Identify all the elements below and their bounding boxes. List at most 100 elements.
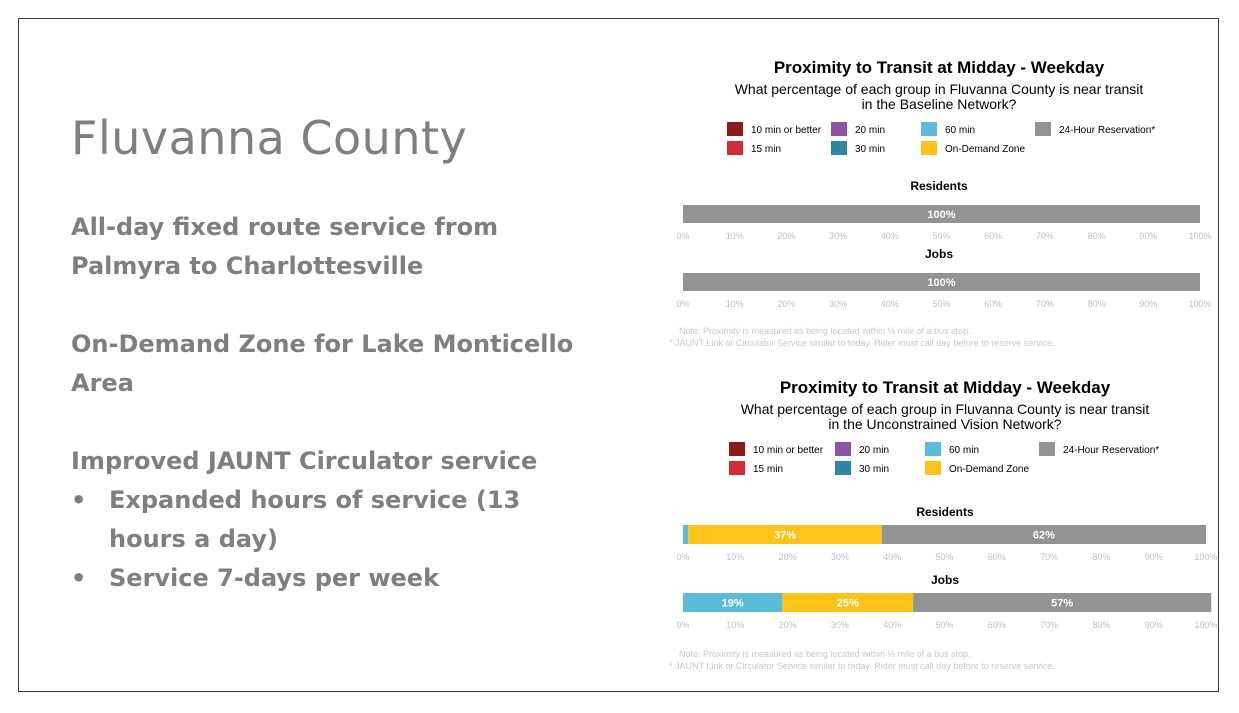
chart1-jobs-tick-label: 70% xyxy=(1036,299,1054,309)
chart2-subtitle-line-1: What percentage of each group in Fluvann… xyxy=(741,401,1150,417)
chart1-legend-swatch-10-min-or-better xyxy=(727,122,743,136)
chart2-jobs-bar-on-demand-zone xyxy=(782,593,914,612)
chart1-residents-tick-label: 100% xyxy=(1188,231,1211,241)
chart1-legend-label-60-min: 60 min xyxy=(945,125,975,136)
baseline-chart-svg: Proximity to Transit at Midday - Weekday… xyxy=(669,58,1212,348)
chart2-jobs-data-label-on-demand-zone: 25% xyxy=(837,598,859,610)
chart1-legend-swatch-24-hour-reservation xyxy=(1035,122,1051,136)
bullet-hours-line-1: Expanded hours of service (13 xyxy=(109,486,521,515)
chart1-residents-bar-24-hour-reservation xyxy=(683,205,1200,223)
chart1-residents-tick-label: 80% xyxy=(1088,231,1106,241)
bullet-days-line-1: Service 7-days per week xyxy=(109,564,440,593)
chart2-legend-label-10-min-or-better: 10 min or better xyxy=(753,445,824,456)
chart2-legend-swatch-24-hour-reservation xyxy=(1039,442,1055,456)
chart1-residents-tick-label: 50% xyxy=(932,231,950,241)
chart2-jobs-tick-label: 100% xyxy=(1194,620,1217,630)
chart1-residents-data-label-24-hour-reservation: 100% xyxy=(927,209,955,221)
vision-chart-svg: Proximity to Transit at Midday - Weekday… xyxy=(669,378,1218,671)
chart2-legend-label-30-min: 30 min xyxy=(859,464,889,475)
bullet-glyph: • xyxy=(71,486,87,515)
on-demand-line-2: Area xyxy=(71,369,134,398)
chart1-note-1: Note: Proximity is measured as being loc… xyxy=(679,326,971,336)
chart2-legend-swatch-15-min xyxy=(729,461,745,475)
chart1-residents-tick-label: 30% xyxy=(829,231,847,241)
chart1-title: Proximity to Transit at Midday - Weekday xyxy=(774,58,1105,77)
chart2-residents-tick-label: 10% xyxy=(726,552,744,562)
chart1-residents-tick-label: 70% xyxy=(1036,231,1054,241)
chart2-legend-swatch-60-min xyxy=(925,442,941,456)
chart2-jobs-tick-label: 40% xyxy=(883,620,901,630)
chart2-residents-tick-label: 40% xyxy=(883,552,901,562)
chart2-jobs-tick-label: 50% xyxy=(935,620,953,630)
chart2-group-label-jobs: Jobs xyxy=(931,573,959,587)
chart2-jobs-tick-label: 80% xyxy=(1092,620,1110,630)
chart2-legend-swatch-20-min xyxy=(835,442,851,456)
chart2-note-2: * JAUNT Link or Circulator Service simil… xyxy=(669,661,1055,671)
chart2-legend-label-20-min: 20 min xyxy=(859,445,889,456)
chart2-residents-tick-label: 70% xyxy=(1040,552,1058,562)
slide-text-panel: Fluvanna County All-day fixed route serv… xyxy=(71,111,611,598)
chart1-jobs-tick-label: 80% xyxy=(1088,299,1106,309)
on-demand-paragraph: On-Demand Zone for Lake Monticello Area xyxy=(71,325,611,403)
chart2-jobs-tick-label: 30% xyxy=(831,620,849,630)
chart1-subtitle-line-2: in the Baseline Network? xyxy=(862,96,1017,112)
bullet-list: • Expanded hours of service (13 hours a … xyxy=(71,481,611,598)
chart2-residents-tick-label: 100% xyxy=(1194,552,1217,562)
chart1-residents-tick-label: 0% xyxy=(676,231,689,241)
chart1-jobs-tick-label: 100% xyxy=(1188,299,1211,309)
chart2-jobs-data-label-24-hour-reservation: 57% xyxy=(1051,598,1073,610)
chart2-legend-label-60-min: 60 min xyxy=(949,445,979,456)
chart1-subtitle-line-1: What percentage of each group in Fluvann… xyxy=(735,81,1144,97)
slide-title: Fluvanna County xyxy=(71,111,468,165)
chart2-residents-tick-label: 30% xyxy=(831,552,849,562)
chart1-jobs-tick-label: 0% xyxy=(676,299,689,309)
chart1-legend-swatch-60-min xyxy=(921,122,937,136)
chart2-residents-bar-24-hour-reservation xyxy=(881,525,1206,544)
chart1-jobs-tick-label: 40% xyxy=(881,299,899,309)
chart1-jobs-tick-label: 20% xyxy=(777,299,795,309)
chart1-residents-tick-label: 40% xyxy=(881,231,899,241)
chart2-residents-bar-60-min xyxy=(683,525,689,544)
chart2-jobs-bar-60-min xyxy=(683,593,783,612)
bullet-hours-line-2: hours a day) xyxy=(109,525,278,554)
chart2-residents-tick-label: 20% xyxy=(779,552,797,562)
chart2-jobs-tick-label: 70% xyxy=(1040,620,1058,630)
vision-network-chart: Proximity to Transit at Midday - Weekday… xyxy=(659,359,1229,679)
chart2-jobs-tick-label: 0% xyxy=(676,620,689,630)
chart2-legend-swatch-30-min xyxy=(835,461,851,475)
fixed-route-paragraph: All-day fixed route service from Palmyra… xyxy=(71,208,611,286)
chart2-group-label-residents: Residents xyxy=(916,505,974,519)
chart2-residents-tick-label: 90% xyxy=(1145,552,1163,562)
fixed-route-line-2: Palmyra to Charlottesville xyxy=(71,252,424,281)
chart2-jobs-data-label-60-min: 19% xyxy=(722,598,744,610)
chart1-residents-tick-label: 20% xyxy=(777,231,795,241)
slide: Fluvanna County All-day fixed route serv… xyxy=(18,18,1219,692)
chart1-legend-label-10-min-or-better: 10 min or better xyxy=(751,125,822,136)
chart1-legend-swatch-20-min xyxy=(831,122,847,136)
chart2-jobs-bar-24-hour-reservation xyxy=(913,593,1212,612)
chart1-legend-label-15-min: 15 min xyxy=(751,144,781,155)
chart1-jobs-tick-label: 30% xyxy=(829,299,847,309)
chart2-subtitle-line-2: in the Unconstrained Vision Network? xyxy=(828,416,1061,432)
chart1-jobs-tick-label: 90% xyxy=(1139,299,1157,309)
chart1-jobs-bar-24-hour-reservation xyxy=(683,273,1200,291)
chart2-jobs-tick-label: 20% xyxy=(779,620,797,630)
chart1-jobs-tick-label: 50% xyxy=(932,299,950,309)
chart2-residents-data-label-on-demand-zone: 37% xyxy=(774,530,796,542)
chart1-residents-tick-label: 10% xyxy=(726,231,744,241)
chart2-residents-tick-label: 0% xyxy=(676,552,689,562)
baseline-network-chart: Proximity to Transit at Midday - Weekday… xyxy=(659,39,1229,359)
chart2-residents-bar-on-demand-zone xyxy=(688,525,882,544)
chart1-legend-swatch-15-min xyxy=(727,141,743,155)
on-demand-line-1: On-Demand Zone for Lake Monticello xyxy=(71,330,574,359)
bullet-item-hours: • Expanded hours of service (13 hours a … xyxy=(71,481,611,559)
bullet-item-days: • Service 7-days per week xyxy=(71,559,611,598)
chart2-title: Proximity to Transit at Midday - Weekday xyxy=(780,378,1111,397)
chart1-legend-label-24-hour-reservation: 24-Hour Reservation* xyxy=(1059,125,1155,136)
chart1-note-2: * JAUNT Link or Circulator Service simil… xyxy=(669,338,1055,348)
chart2-legend-swatch-10-min-or-better xyxy=(729,442,745,456)
chart1-residents-tick-label: 90% xyxy=(1139,231,1157,241)
chart2-residents-tick-label: 60% xyxy=(988,552,1006,562)
chart1-legend-label-on-demand-zone: On-Demand Zone xyxy=(945,144,1025,155)
circulator-heading: Improved JAUNT Circulator service xyxy=(71,447,538,476)
